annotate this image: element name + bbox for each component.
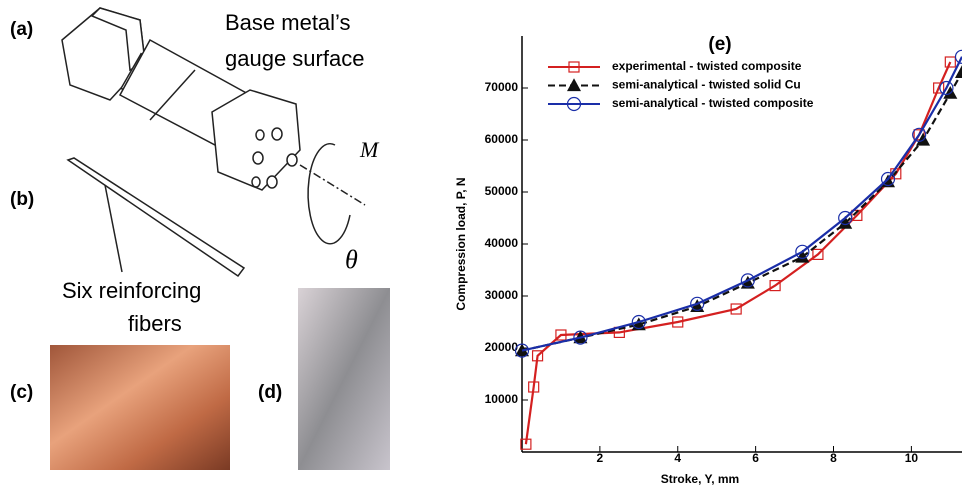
y-tick-label: 10000 <box>485 392 519 406</box>
panel-label: (c) <box>10 382 33 403</box>
legend-label: semi-analytical - twisted composite <box>612 96 814 110</box>
x-tick-label: 8 <box>830 451 837 465</box>
panel-label: (a) <box>10 19 33 40</box>
angle-symbol: θ <box>345 245 358 274</box>
x-axis-label: Stroke, Y, mm <box>661 472 739 486</box>
caption: Six reinforcing <box>62 278 201 303</box>
y-tick-label: 30000 <box>485 288 519 302</box>
panel-label: (d) <box>258 382 282 403</box>
photo-c <box>50 345 230 470</box>
x-tick-label: 2 <box>597 451 604 465</box>
legend-label: experimental - twisted composite <box>612 59 802 73</box>
figure: (a) Base metal’s gauge surface M θ (b) S… <box>0 0 962 491</box>
y-tick-label: 60000 <box>485 132 519 146</box>
legend-label: semi-analytical - twisted solid Cu <box>612 78 801 92</box>
x-tick-label: 6 <box>752 451 759 465</box>
caption: gauge surface <box>225 46 364 71</box>
photo-d <box>298 288 390 470</box>
x-tick-label: 10 <box>905 451 919 465</box>
moment-symbol: M <box>359 137 380 162</box>
caption: Base metal’s <box>225 10 351 35</box>
panel-label: (b) <box>10 189 34 210</box>
series-line <box>526 62 950 444</box>
caption: fibers <box>128 311 182 336</box>
y-axis-label: Compression load, P, N <box>454 177 468 310</box>
legend-marker <box>568 80 580 91</box>
series-line <box>522 72 962 350</box>
chart-title: (e) <box>708 34 731 55</box>
y-tick-label: 20000 <box>485 340 519 354</box>
y-tick-label: 50000 <box>485 184 519 198</box>
y-tick-label: 70000 <box>485 80 519 94</box>
x-tick-label: 4 <box>674 451 681 465</box>
y-tick-label: 40000 <box>485 236 519 250</box>
